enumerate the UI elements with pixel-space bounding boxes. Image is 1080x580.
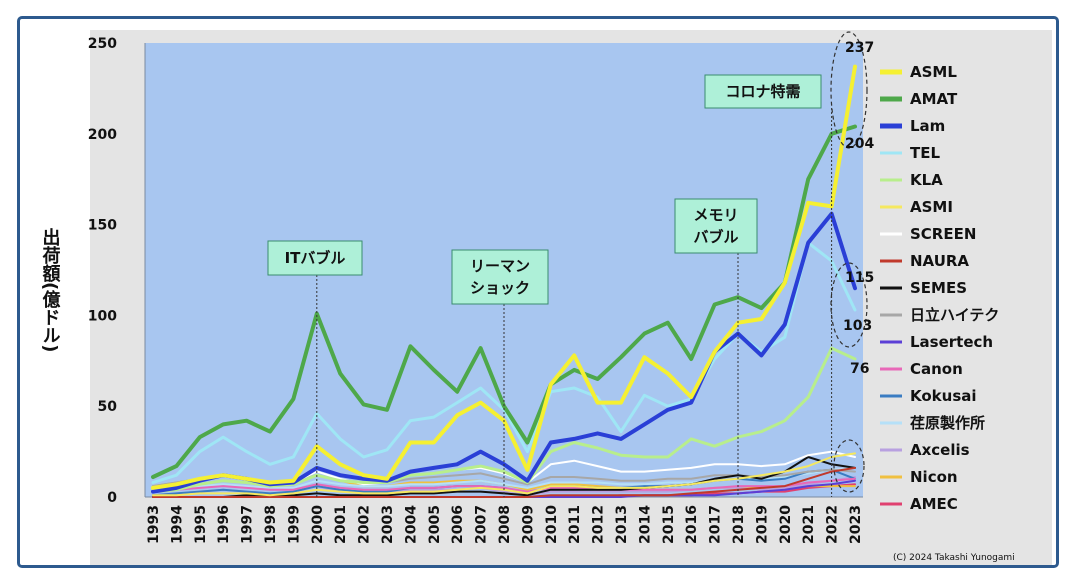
x-tick-label: 2001: [333, 505, 349, 544]
end-value-label: 76: [850, 361, 869, 377]
legend-label: Canon: [910, 360, 963, 378]
copyright-credit: (C) 2024 Takashi Yunogami: [893, 553, 1015, 563]
legend-label: NAURA: [910, 252, 969, 270]
legend-label: Axcelis: [910, 441, 970, 459]
callout-label: メモリ: [693, 206, 738, 224]
legend-label: SCREEN: [910, 225, 976, 243]
x-tick-label: 2007: [474, 505, 490, 544]
y-tick-label: 50: [98, 399, 118, 415]
x-tick-label: 2010: [544, 505, 560, 544]
end-value-label: 115: [845, 270, 874, 286]
x-tick-label: 1994: [169, 505, 185, 544]
y-tick-label: 250: [88, 36, 117, 52]
x-tick-label: 2006: [450, 505, 466, 544]
x-tick-label: 2008: [497, 505, 513, 544]
legend-label: ASMI: [910, 198, 953, 216]
legend-label: AMEC: [910, 495, 958, 513]
x-tick-label: 2023: [848, 505, 864, 544]
legend-label: 荏原製作所: [910, 414, 985, 432]
x-tick-label: 2019: [754, 505, 770, 544]
legend-label: SEMES: [910, 279, 967, 297]
y-tick-label: 150: [88, 218, 117, 234]
x-tick-label: 2018: [731, 505, 747, 544]
x-tick-label: 2013: [614, 505, 630, 544]
callout-box: [451, 249, 549, 305]
y-tick-label: 0: [107, 490, 117, 506]
legend-label: Lam: [910, 117, 945, 135]
callout-box: [704, 74, 822, 109]
legend-label: Kokusai: [910, 387, 977, 405]
legend-label: Lasertech: [910, 333, 993, 351]
x-tick-label: 2012: [591, 505, 607, 544]
highlight-ellipse: [833, 439, 865, 493]
callout-label: リーマン: [470, 257, 530, 275]
x-tick-label: 2022: [825, 505, 841, 544]
x-tick-label: 1997: [240, 505, 256, 544]
end-value-label: 103: [843, 318, 872, 334]
x-tick-label: 2016: [684, 505, 700, 544]
callout-label: バブル: [693, 228, 738, 246]
x-tick-label: 2005: [427, 505, 443, 544]
x-tick-label: 2014: [637, 505, 653, 544]
legend-label: TEL: [910, 144, 940, 162]
x-tick-label: 2015: [661, 505, 677, 544]
highlight-ellipse: [830, 262, 868, 348]
x-tick-label: 2002: [357, 505, 373, 544]
x-tick-label: 2000: [310, 505, 326, 544]
x-tick-label: 1996: [216, 505, 232, 544]
x-tick-label: 2004: [403, 505, 419, 544]
legend-label: 日立ハイテク: [910, 306, 999, 324]
legend-label: Nicon: [910, 468, 958, 486]
callout-label: ショック: [470, 279, 530, 297]
x-tick-label: 2011: [567, 505, 583, 544]
callout-box: [267, 240, 363, 276]
y-tick-label: 200: [88, 127, 117, 143]
legend-label: ASML: [910, 63, 957, 81]
y-tick-label: 100: [88, 308, 117, 324]
callout-box: [674, 198, 758, 254]
x-tick-label: 2003: [380, 505, 396, 544]
x-tick-label: 1993: [146, 505, 162, 544]
x-tick-label: 1998: [263, 505, 279, 544]
x-tick-label: 1995: [193, 505, 209, 544]
highlight-ellipse: [830, 31, 868, 149]
x-tick-label: 2020: [778, 505, 794, 544]
x-tick-label: 2017: [708, 505, 724, 544]
legend-label: KLA: [910, 171, 943, 189]
end-value-label: 204: [845, 136, 874, 152]
x-tick-label: 1999: [286, 505, 302, 544]
legend-label: AMAT: [910, 90, 958, 108]
callout-label: ITバブル: [285, 249, 346, 267]
callout-label: コロナ特需: [725, 83, 800, 101]
y-axis-label: 出荷額(億ドル): [40, 227, 62, 353]
x-tick-label: 2009: [520, 505, 536, 544]
end-value-label: 237: [845, 40, 874, 56]
x-tick-label: 2021: [801, 505, 817, 544]
